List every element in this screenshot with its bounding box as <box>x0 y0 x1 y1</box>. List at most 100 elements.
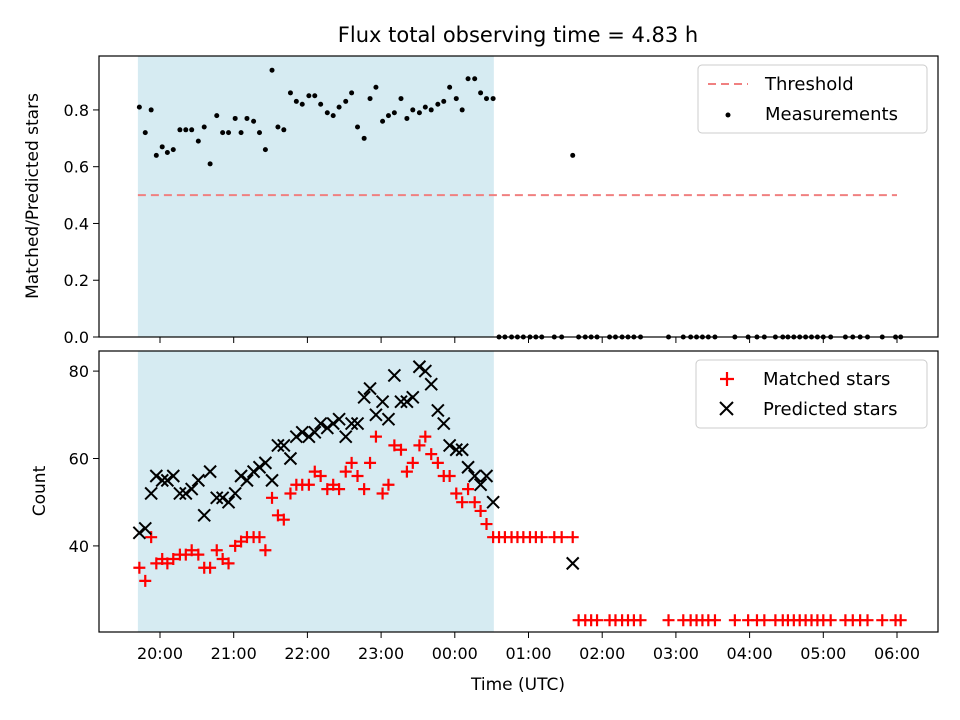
matched-star-marker <box>419 430 432 443</box>
predicted-star-marker <box>479 469 494 483</box>
measurement-point <box>373 84 379 90</box>
x-tick-label: 04:00 <box>727 644 773 663</box>
matched-star-marker <box>259 544 272 557</box>
measurement-point <box>201 124 207 130</box>
matched-star-marker <box>133 561 146 574</box>
matched-star-marker <box>443 469 456 482</box>
matched-star-marker <box>333 483 346 496</box>
measurement-point <box>148 107 154 113</box>
top-observing-window <box>137 56 494 337</box>
measurement-point <box>232 115 238 121</box>
predicted-star-marker <box>431 403 445 418</box>
measurement-point <box>269 67 275 73</box>
y-tick-label: 0.2 <box>64 271 89 290</box>
predicted-star-marker <box>302 429 316 444</box>
bottom-y-ticks: 40 60 80 <box>69 362 99 556</box>
matched-star-marker <box>728 614 741 627</box>
predicted-star-marker <box>400 394 414 409</box>
predicted-star-marker <box>197 508 211 523</box>
matched-star-marker <box>167 553 180 566</box>
predicted-star-marker <box>308 425 322 439</box>
bottom-axes-frame <box>98 350 939 633</box>
predicted-star-marker <box>252 460 267 474</box>
x-tick-label: 21:00 <box>211 644 257 663</box>
top-y-ticks: 0.0 0.2 0.4 0.6 0.8 <box>64 101 99 347</box>
legend-measurements-swatch <box>725 112 731 118</box>
y-tick-label: 0.8 <box>64 101 89 120</box>
predicted-star-marker <box>295 425 309 439</box>
matched-star-marker <box>413 439 426 452</box>
matched-star-marker <box>662 614 675 627</box>
predicted-star-marker <box>313 416 328 431</box>
top-x-ticks <box>159 337 898 343</box>
matched-star-marker <box>468 496 481 509</box>
matched-star-marker <box>204 561 217 574</box>
predicted-star-marker <box>215 491 230 505</box>
predicted-star-marker <box>149 469 164 483</box>
matched-star-marker <box>364 456 377 469</box>
matched-star-marker <box>284 487 297 500</box>
measurement-point <box>220 130 226 136</box>
measurement-point <box>164 150 170 156</box>
matched-star-marker <box>266 491 279 504</box>
predicted-star-marker <box>437 416 451 431</box>
matched-star-marker <box>450 487 463 500</box>
x-axis-label: Time (UTC) <box>470 675 565 695</box>
predicted-star-marker <box>166 469 180 483</box>
measurement-point <box>459 107 465 113</box>
predicted-star-marker <box>369 408 383 422</box>
bottom-observing-window <box>137 351 494 632</box>
predicted-star-marker <box>424 377 438 391</box>
matched-star-marker <box>861 614 874 627</box>
predicted-star-marker <box>191 473 206 488</box>
matched-star-marker <box>382 478 395 491</box>
measurement-point <box>287 90 293 96</box>
measurement-point <box>251 118 257 124</box>
matched-star-marker <box>708 614 721 627</box>
predicted-star-marker <box>357 390 371 405</box>
predicted-star-marker <box>473 478 488 492</box>
predicted-star-marker <box>228 486 242 501</box>
measurement-point <box>361 135 367 141</box>
matched-star-marker <box>425 448 438 461</box>
measurement-point <box>312 93 318 99</box>
bottom-panel: 40 60 80 20:00 21:00 22:00 23:00 00:00 01:00 02:… <box>30 350 939 695</box>
measurement-point <box>136 104 142 110</box>
matched-star-marker <box>555 531 568 544</box>
x-tick-label: 05:00 <box>800 644 846 663</box>
bottom-y-axis-label: Count <box>30 465 50 516</box>
matched-star-marker <box>139 574 152 587</box>
matched-star-marker <box>185 544 198 557</box>
predicted-star-marker <box>350 416 365 431</box>
measurement-point <box>416 110 422 116</box>
measurement-point <box>380 118 386 124</box>
measurement-point <box>153 152 159 158</box>
measurement-point <box>189 127 195 133</box>
bottom-legend-box <box>695 359 928 429</box>
x-tick-label: 06:00 <box>874 644 920 663</box>
predicted-star-marker <box>320 421 335 435</box>
measurement-point <box>306 93 312 99</box>
matched-star-marker <box>758 614 771 627</box>
x-tick-label: 23:00 <box>358 644 404 663</box>
matched-star-marker <box>345 456 358 469</box>
predicted-star-marker <box>412 360 427 374</box>
predicted-star-marker <box>210 491 224 505</box>
predicted-star-marker <box>375 394 390 409</box>
predicted-star-markers <box>132 360 580 571</box>
predicted-star-marker <box>467 469 482 483</box>
predicted-star-marker <box>173 486 187 501</box>
measurement-point <box>275 124 281 130</box>
x-tick-label: 20:00 <box>137 644 183 663</box>
measurement-point <box>336 104 342 110</box>
y-tick-label: 0.0 <box>64 328 89 347</box>
measurement-point <box>256 130 262 136</box>
matched-star-markers <box>133 430 907 627</box>
measurement-point <box>330 113 336 119</box>
measurement-point <box>281 127 287 133</box>
predicted-star-marker <box>258 456 273 470</box>
predicted-star-marker <box>486 495 500 509</box>
matched-star-marker <box>277 513 290 526</box>
matched-star-marker <box>591 614 604 627</box>
